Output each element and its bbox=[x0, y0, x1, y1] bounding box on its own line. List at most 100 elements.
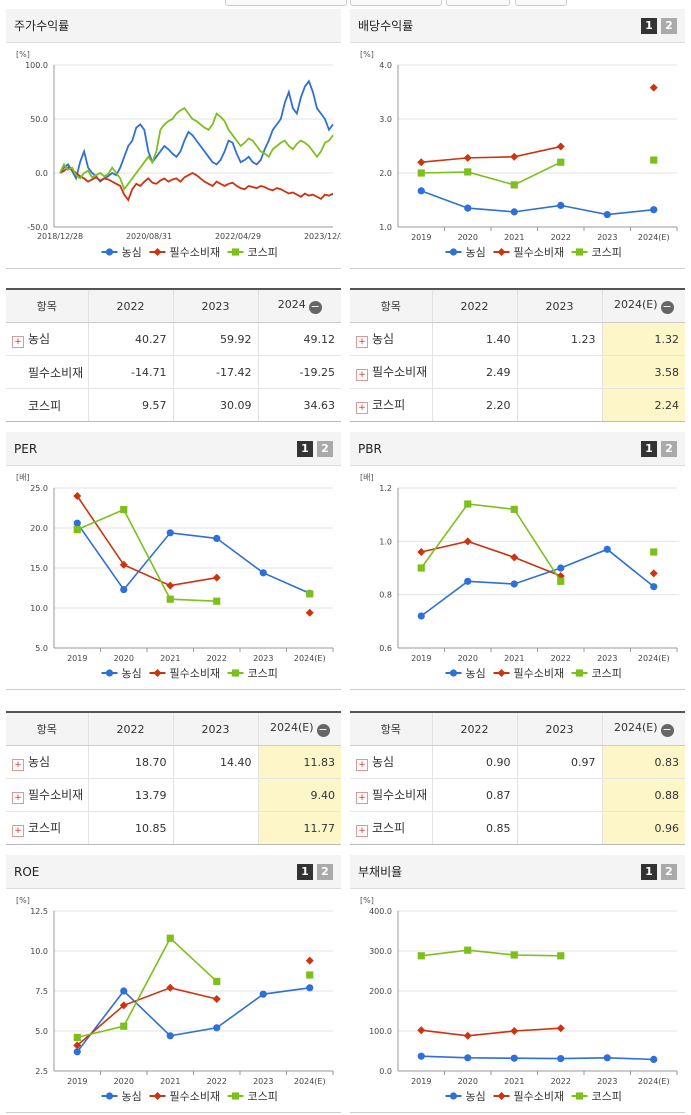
table-row: 필수소비재 -14.71 -17.42 -19.25 bbox=[6, 355, 341, 389]
cell: 30.09 bbox=[172, 388, 258, 422]
table-header-row: 항목 2022 2023 2024− bbox=[6, 288, 341, 323]
data-point bbox=[510, 505, 518, 513]
period-button-1[interactable]: 1 bbox=[297, 440, 313, 457]
data-point bbox=[463, 537, 472, 546]
data-point bbox=[119, 560, 128, 569]
y-tick-label: 200.0 bbox=[369, 987, 392, 996]
y-tick-label: 20.0 bbox=[30, 524, 48, 533]
top-tab-3[interactable] bbox=[446, 0, 510, 6]
period-button-1[interactable]: 1 bbox=[297, 863, 313, 880]
y-tick-label: 0.0 bbox=[35, 169, 48, 178]
data-point bbox=[166, 983, 175, 992]
expand-icon[interactable]: + bbox=[356, 759, 368, 771]
legend-marker bbox=[575, 248, 584, 256]
data-point bbox=[73, 519, 81, 527]
collapse-icon[interactable]: − bbox=[308, 300, 322, 314]
period-button-2[interactable]: 2 bbox=[317, 863, 333, 880]
period-button-2[interactable]: 2 bbox=[661, 440, 677, 457]
unit-label: [%] bbox=[16, 896, 30, 905]
cell: 0.87 bbox=[431, 778, 517, 812]
x-tick-label: 2023 bbox=[253, 654, 273, 663]
expand-icon[interactable]: + bbox=[356, 792, 368, 804]
x-tick-label: 2021 bbox=[504, 654, 524, 663]
col-header-label: 2024(E) bbox=[269, 721, 314, 734]
period-button-1[interactable]: 1 bbox=[641, 863, 657, 880]
expand-icon[interactable]: + bbox=[12, 792, 24, 804]
x-tick-label: 2022 bbox=[551, 1077, 571, 1086]
col-header: 2022 bbox=[87, 288, 173, 323]
collapse-icon[interactable]: − bbox=[660, 723, 674, 737]
cell: 40.27 bbox=[87, 322, 173, 356]
x-tick-label: 2021 bbox=[160, 654, 180, 663]
expand-icon[interactable]: + bbox=[12, 336, 24, 348]
col-header-label: 2024(E) bbox=[613, 298, 658, 311]
cell: 34.63 bbox=[257, 388, 341, 422]
y-tick-label: 2.5 bbox=[35, 1067, 48, 1076]
data-point bbox=[119, 1001, 128, 1010]
y-tick-label: 100.0 bbox=[369, 1027, 392, 1036]
series-line-0 bbox=[76, 522, 311, 595]
data-point bbox=[417, 564, 425, 572]
expand-icon[interactable]: + bbox=[12, 759, 24, 771]
row-name: 필수소비재 bbox=[372, 788, 428, 802]
legend-marker bbox=[153, 1092, 162, 1100]
cell bbox=[516, 778, 602, 812]
y-tick-label: 5.0 bbox=[35, 1027, 48, 1036]
data-point bbox=[73, 1041, 82, 1050]
y-tick-label: 7.5 bbox=[35, 987, 48, 996]
x-tick-label: 2022 bbox=[551, 654, 571, 663]
data-point bbox=[166, 529, 174, 537]
x-tick-label: 2022 bbox=[551, 233, 571, 242]
x-tick-label: 2023 bbox=[597, 654, 617, 663]
expand-icon[interactable]: + bbox=[356, 825, 368, 837]
legend-marker bbox=[449, 669, 458, 677]
row-name: 농심 bbox=[372, 332, 395, 346]
data-point bbox=[306, 971, 314, 979]
data-point bbox=[556, 142, 565, 151]
x-tick-label: 2020 bbox=[114, 1077, 134, 1086]
period-button-1[interactable]: 1 bbox=[641, 440, 657, 457]
series-line-1 bbox=[421, 145, 561, 163]
period-button-2[interactable]: 2 bbox=[661, 863, 677, 880]
series-line-0 bbox=[59, 79, 334, 183]
data-point bbox=[510, 580, 518, 588]
data-point bbox=[649, 569, 658, 578]
legend-label: 코스피 bbox=[248, 667, 278, 680]
period-button-1[interactable]: 1 bbox=[641, 17, 657, 34]
top-tab-4[interactable] bbox=[515, 0, 567, 6]
top-tab-2[interactable] bbox=[350, 0, 442, 6]
expand-icon[interactable]: + bbox=[12, 825, 24, 837]
period-button-2[interactable]: 2 bbox=[317, 440, 333, 457]
data-point bbox=[417, 1026, 426, 1035]
expand-icon[interactable]: + bbox=[356, 402, 368, 414]
x-tick-label: 2024(E) bbox=[638, 233, 670, 242]
top-tab-1[interactable] bbox=[225, 0, 347, 6]
expand-icon[interactable]: + bbox=[356, 369, 368, 381]
data-point bbox=[463, 1031, 472, 1040]
legend-marker bbox=[497, 669, 506, 677]
collapse-icon[interactable]: − bbox=[316, 723, 330, 737]
pbr-chart: [배] 1.2 1.0 0.8 0.6 2019 2020 2021 2022 2023 2024(… bbox=[360, 473, 678, 680]
x-tick-label: 2019 bbox=[411, 1077, 431, 1086]
data-point bbox=[417, 158, 426, 167]
expand-icon[interactable]: + bbox=[356, 336, 368, 348]
period-button-2[interactable]: 2 bbox=[661, 17, 677, 34]
collapse-icon[interactable]: − bbox=[660, 300, 674, 314]
table-row: + 농심 18.70 14.40 11.83 bbox=[6, 745, 341, 779]
cell: 10.85 bbox=[87, 811, 173, 845]
x-tick-label: 2024(E) bbox=[294, 654, 326, 663]
cell: 14.40 bbox=[172, 745, 258, 779]
legend-label: 농심 bbox=[122, 246, 142, 259]
col-header: 2022 bbox=[87, 711, 173, 746]
data-point bbox=[120, 987, 128, 995]
x-tick-label: 2018/12/28 bbox=[37, 232, 83, 241]
data-point bbox=[510, 951, 518, 959]
data-point bbox=[650, 1055, 658, 1063]
series-line-0 bbox=[76, 987, 310, 1053]
series-line-0 bbox=[421, 1055, 654, 1061]
